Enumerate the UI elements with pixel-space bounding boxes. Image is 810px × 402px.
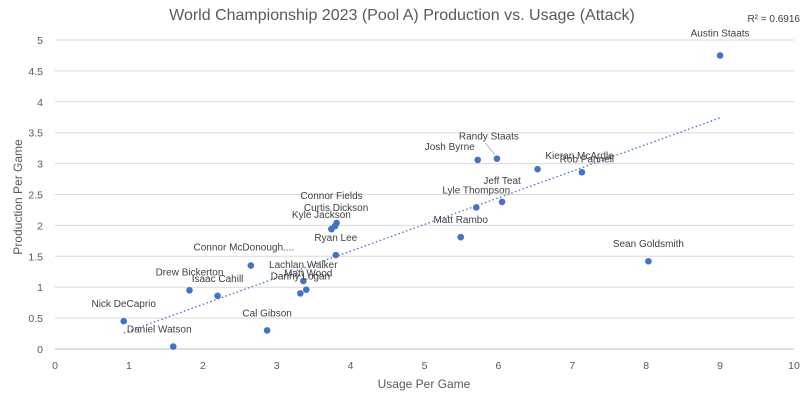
data-point-label: Lachlan Walker	[269, 260, 338, 271]
x-tick-label: 0	[52, 360, 58, 372]
label-leaders	[484, 142, 496, 155]
x-tick-label: 6	[495, 360, 501, 372]
data-point-label: Drew Bickerton	[156, 267, 224, 278]
data-point-label: Austin Staats	[691, 28, 750, 39]
data-point-label: Curtis Dickson	[304, 203, 368, 214]
x-tick-label: 7	[569, 360, 575, 372]
y-tick-label: 5	[37, 35, 43, 47]
data-point-label: Josh Byrne	[425, 142, 475, 153]
data-point-label: Sean Goldsmith	[613, 239, 684, 250]
chart-title: World Championship 2023 (Pool A) Product…	[169, 7, 635, 24]
y-tick-label: 4.5	[28, 66, 43, 78]
data-point-label: Kieran McArdle	[545, 151, 614, 162]
data-point-label: Randy Staats	[459, 132, 519, 143]
trendline	[123, 117, 721, 334]
y-tick-label: 0	[37, 344, 43, 356]
r-squared-label: R² = 0.6916	[747, 14, 800, 25]
data-point-label: Rob Pannell	[560, 154, 614, 165]
data-point	[302, 286, 310, 293]
y-tick-label: 3	[37, 159, 43, 171]
data-point	[186, 286, 193, 294]
x-tick-label: 1	[126, 360, 132, 372]
data-point	[474, 156, 482, 164]
data-point	[645, 257, 652, 265]
data-point	[578, 168, 586, 176]
x-axis-ticks: 0 1 2 3 4 5 6 7 8 9 10	[52, 360, 800, 372]
point-labels: Austin Staats Sean Goldsmith Rob PannellKi…	[91, 28, 749, 335]
data-point	[716, 52, 724, 59]
data-point-label: Nick DeCaprio	[91, 299, 156, 310]
data-point-label: Cal Gibson	[242, 308, 291, 319]
data-point	[214, 292, 221, 300]
data-point-label: Ryan Lee	[314, 233, 357, 244]
y-tick-label: 2	[37, 220, 43, 232]
data-point-label: Isaac Cahill	[192, 274, 244, 285]
y-tick-label: 1	[37, 282, 43, 294]
data-point	[457, 233, 465, 241]
data-point-label: Lyle Thompson	[442, 185, 510, 196]
data-point	[297, 290, 304, 297]
data-point	[247, 262, 255, 269]
x-tick-label: 8	[643, 360, 649, 372]
data-point	[332, 251, 340, 259]
data-point	[328, 225, 335, 233]
data-point-label: Jeff Teat	[483, 176, 521, 187]
y-tick-label: 1.5	[28, 251, 43, 263]
x-tick-label: 2	[200, 360, 206, 372]
data-point-label: Connor McDonough....	[194, 243, 295, 254]
x-tick-label: 10	[788, 360, 800, 372]
data-point	[300, 277, 307, 285]
y-tick-label: 4	[37, 97, 43, 109]
y-tick-label: 3.5	[28, 128, 43, 140]
data-point	[472, 204, 480, 211]
data-point-label: Daniel Watson	[127, 325, 192, 336]
y-tick-label: 0.5	[28, 313, 43, 325]
y-tick-label: 2.5	[28, 190, 43, 202]
gridlines	[55, 39, 794, 319]
x-tick-label: 3	[274, 360, 280, 372]
data-point	[493, 155, 501, 162]
x-tick-label: 5	[422, 360, 428, 372]
data-point-label: Kyle Jackson	[292, 210, 351, 221]
data-points	[120, 52, 724, 350]
x-tick-label: 9	[717, 360, 723, 372]
data-point-label: Matt Wood	[284, 269, 332, 280]
x-axis-label: Usage Per Game	[378, 377, 471, 391]
data-point	[120, 317, 128, 325]
data-point-label: Connor Fields	[300, 191, 362, 202]
x-tick-label: 4	[348, 360, 354, 372]
y-axis-label: Production Per Game	[11, 139, 25, 255]
y-axis-ticks: 0 0.5 1 1.5 2 2.5 3 3.5 4 4.5 5	[28, 35, 43, 356]
label-leader-line	[484, 142, 496, 155]
data-point	[534, 165, 541, 173]
data-point	[169, 343, 177, 350]
data-point-label: Matt Rambo	[433, 215, 488, 226]
data-point	[498, 198, 506, 206]
data-point-label: Danny Logan	[271, 271, 331, 282]
data-point	[263, 327, 271, 334]
